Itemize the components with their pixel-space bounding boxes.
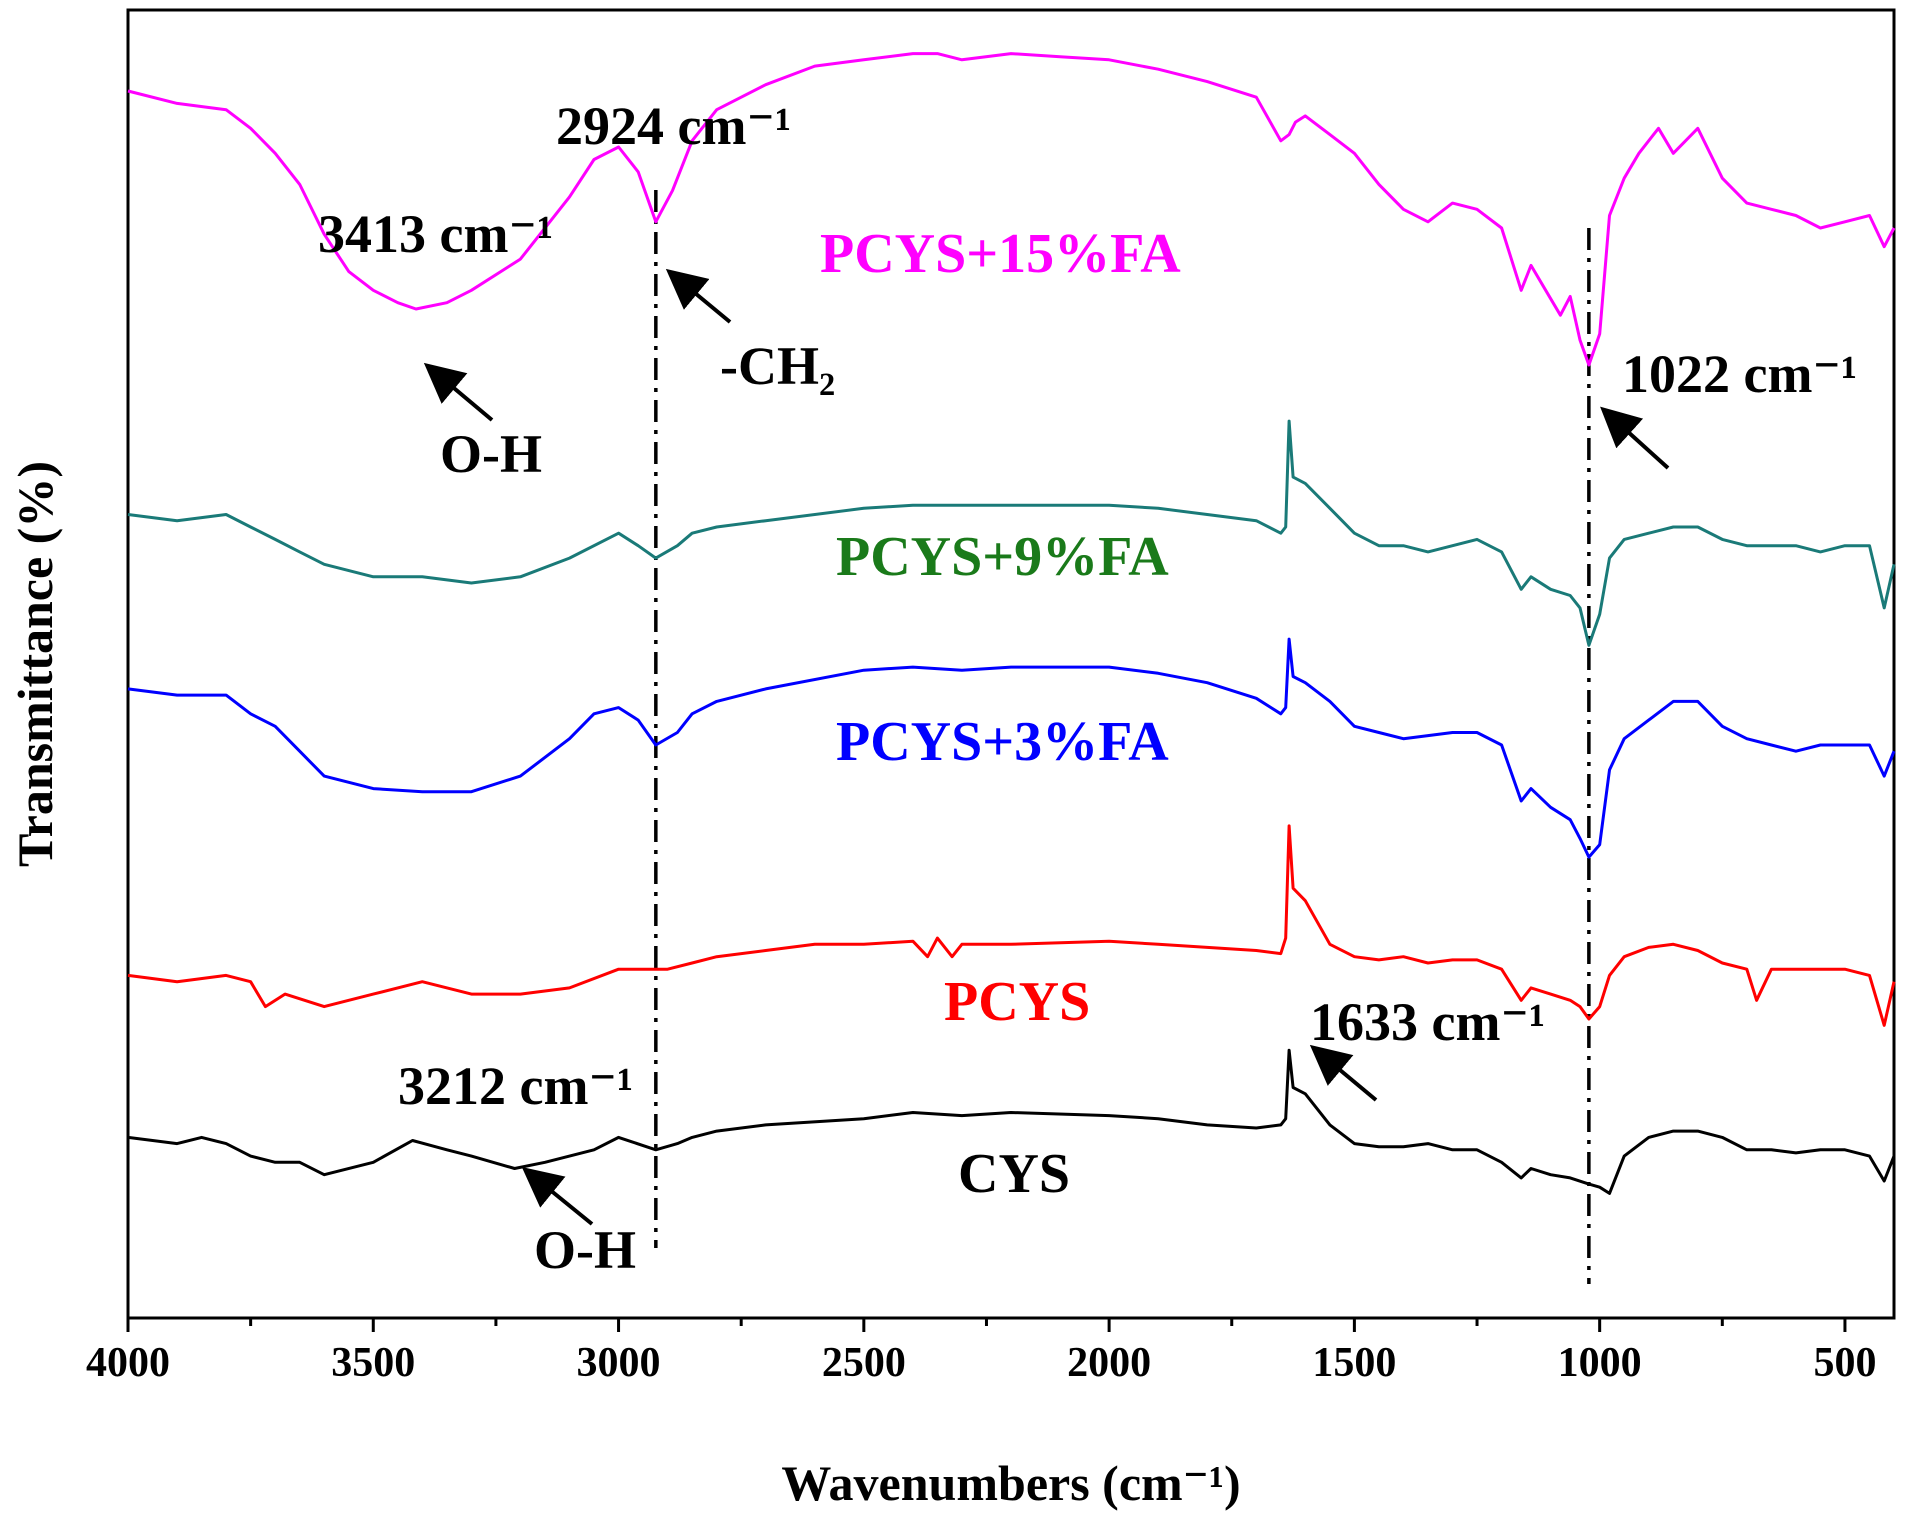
x-axis-ticks: 4000 3500 3000 2500 2000 1500 1000 500 [86,1318,1876,1386]
annotation-3212: 3212 cm⁻¹ [398,1056,633,1116]
annotation-3413: 3413 cm⁻¹ [318,204,553,264]
series-line-pcys [127,824,1896,1027]
arrow-3212 [521,1166,594,1226]
annotation-2924: 2924 cm⁻¹ [556,96,791,156]
annotation-1633: 1633 cm⁻¹ [1310,992,1545,1052]
x-tick-label-2500: 2500 [822,1340,906,1386]
annotation-ch2: -CH₂ [720,336,835,396]
x-tick-label-3000: 3000 [577,1340,661,1386]
x-axis-title: Wavenumbers (cm⁻¹) [781,1455,1240,1511]
annotation-oh-top: O-H [440,424,542,484]
x-tick-label-3500: 3500 [331,1340,415,1386]
series-line-cys [127,1048,1896,1195]
series-label-cys: CYS [958,1143,1070,1205]
series-line-pcys-9-fa [127,419,1896,647]
series-group [127,52,1896,1195]
arrow-1633 [1309,1044,1378,1102]
arrow-3413 [423,362,494,422]
series-label-pcys-9fa: PCYS+9%FA [836,526,1169,588]
series-label-pcys-15fa: PCYS+15%FA [820,223,1181,285]
series-label-pcys: PCYS [944,971,1090,1033]
annotation-oh-bottom: O-H [534,1220,636,1280]
plot-frame [126,8,1896,1320]
x-tick-label-1500: 1500 [1312,1340,1396,1386]
series-line-pcys-15-fa [127,52,1896,367]
annotation-1022: 1022 cm⁻¹ [1622,344,1857,404]
series-label-pcys-3fa: PCYS+3%FA [836,711,1169,773]
arrow-1022 [1600,406,1670,470]
series-line-pcys-3-fa [127,637,1896,859]
reference-lines [654,190,1591,1284]
y-axis-title: Transmittance (%) [7,461,63,867]
x-tick-label-2000: 2000 [1067,1340,1151,1386]
x-tick-label-500: 500 [1813,1340,1876,1386]
x-tick-label-1000: 1000 [1558,1340,1642,1386]
arrow-ch2 [665,268,732,324]
x-tick-label-4000: 4000 [86,1340,170,1386]
